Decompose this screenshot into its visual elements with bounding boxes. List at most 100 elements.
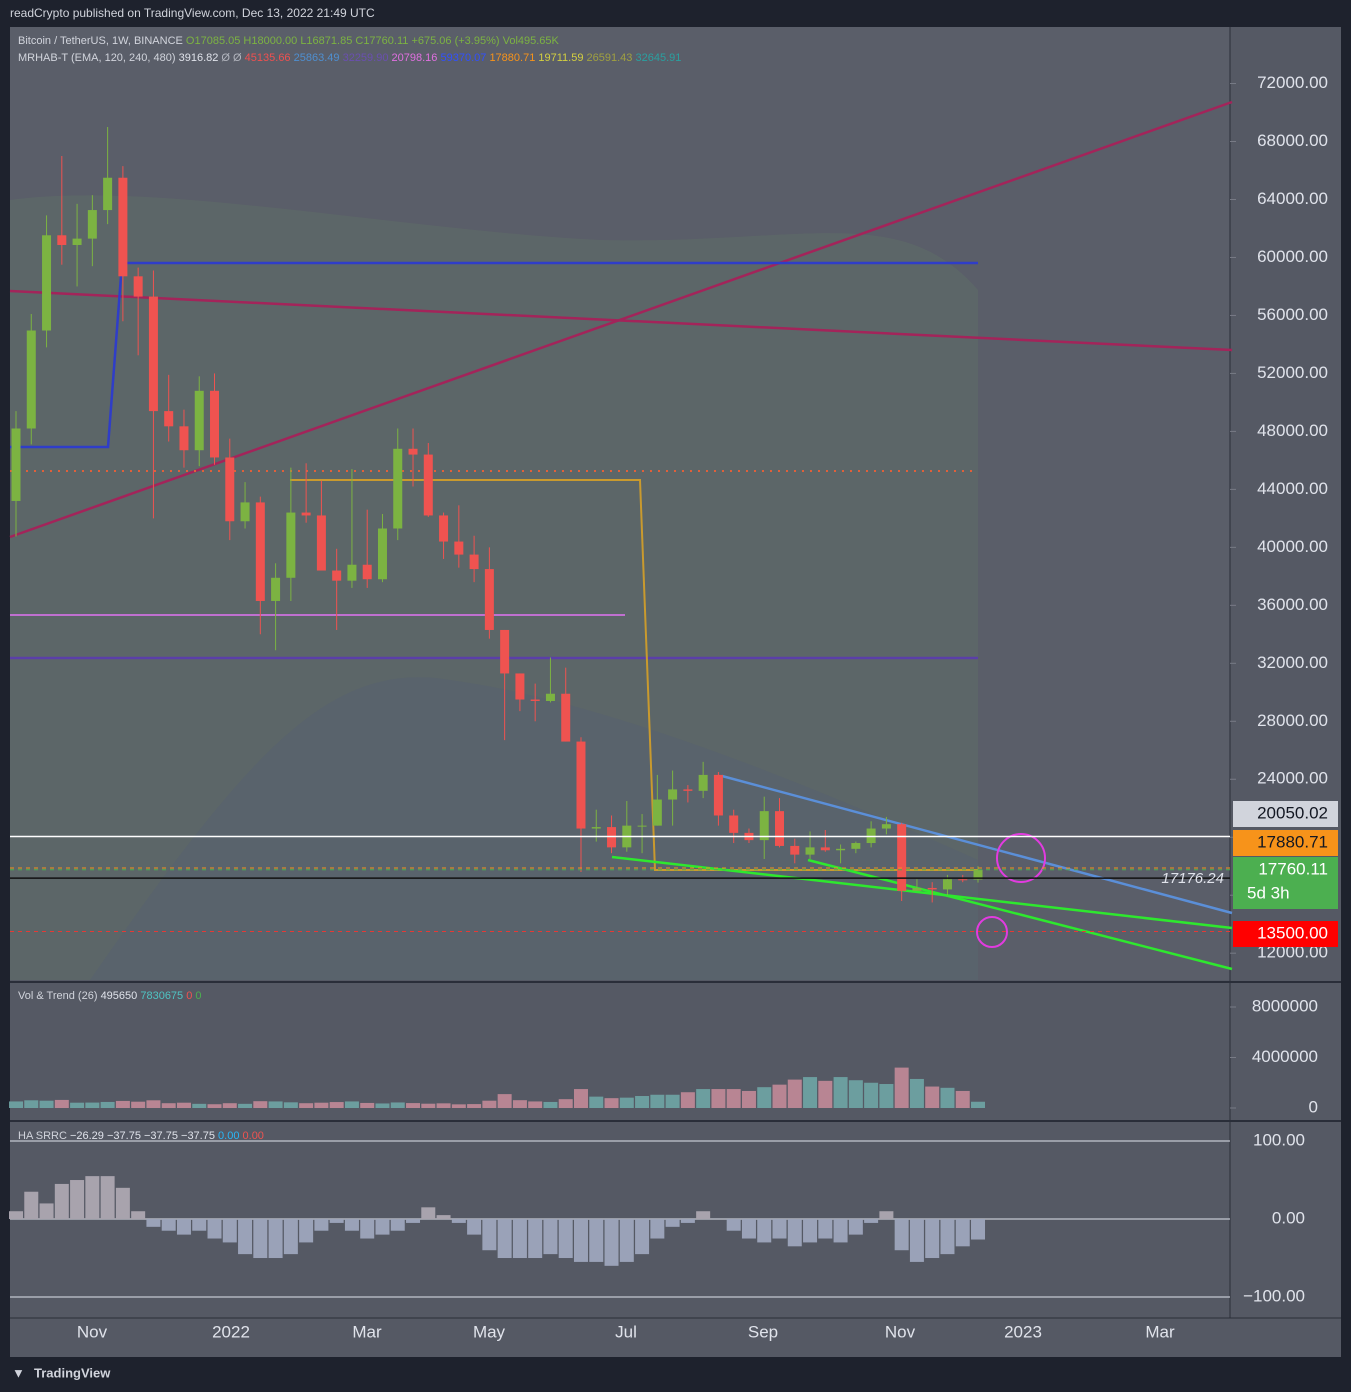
srrc-bar: [879, 1211, 894, 1220]
legend-item: Vol495.65K: [503, 35, 560, 47]
candle-body: [759, 811, 769, 841]
y-tick-label: 24000.00: [1257, 769, 1328, 788]
legend-item: 25863.49: [294, 52, 340, 64]
volume-bar: [711, 1089, 726, 1109]
candle-body: [591, 827, 601, 829]
legend-item: 495650: [101, 990, 138, 1002]
candle-body: [973, 869, 983, 880]
volume-bar: [24, 1100, 39, 1109]
srrc-bar: [375, 1219, 390, 1235]
volume-bar: [894, 1067, 909, 1109]
legend-item: 26591.43: [587, 52, 633, 64]
legend-item: 59370.07: [440, 52, 486, 64]
legend-item: Vol & Trend (26): [18, 990, 98, 1002]
candle-body: [851, 843, 861, 849]
srrc-bar: [680, 1219, 695, 1223]
candle-body: [637, 825, 647, 827]
x-tick-label: Mar: [1145, 1322, 1175, 1341]
volume-bar: [314, 1102, 329, 1109]
candle-body: [805, 847, 815, 855]
y-tick-label: 0: [1309, 1097, 1318, 1116]
srrc-bar: [451, 1219, 466, 1223]
legend-line: HA SRRC −26.29 −37.75 −37.75 −37.75 0.00…: [18, 1130, 264, 1142]
footer: TradingView: [34, 1365, 111, 1380]
srrc-bar: [299, 1219, 314, 1243]
srrc-bar: [268, 1219, 283, 1259]
y-tick-label: 52000.00: [1257, 363, 1328, 382]
srrc-bar: [253, 1219, 268, 1259]
candle-body: [820, 847, 830, 851]
srrc-bar: [543, 1219, 558, 1255]
srrc-bar: [115, 1187, 130, 1220]
publisher: readCrypto published on TradingView.com,…: [10, 6, 375, 20]
srrc-bar: [619, 1219, 634, 1262]
candle-body: [484, 569, 494, 630]
srrc-bar: [70, 1180, 85, 1220]
srrc-bar: [39, 1203, 54, 1220]
x-tick-label: 2023: [1004, 1322, 1042, 1341]
candle-body: [836, 848, 846, 851]
x-tick-label: 2022: [212, 1322, 250, 1341]
step-line: [290, 479, 978, 871]
candle-body: [133, 276, 143, 297]
y-tick-label: 8000000: [1252, 996, 1318, 1015]
volume-bar: [772, 1084, 787, 1109]
candle-body: [26, 330, 36, 429]
legend-item: −37.75: [107, 1130, 141, 1142]
srrc-bar: [85, 1176, 100, 1220]
candle-body: [408, 448, 418, 455]
candle-body: [668, 789, 678, 800]
candle-body: [897, 824, 907, 891]
srrc-bar: [329, 1219, 344, 1223]
volume-bar: [375, 1103, 390, 1109]
srrc-bar: [207, 1219, 222, 1239]
srrc-bar: [497, 1219, 512, 1259]
candle-body: [11, 428, 21, 501]
srrc-bar: [482, 1219, 497, 1251]
candle-body: [316, 515, 326, 571]
legend-item: 32259.90: [343, 52, 389, 64]
volume-bar: [512, 1100, 527, 1109]
volume-bar: [635, 1096, 650, 1109]
srrc-bar: [696, 1211, 711, 1220]
y-tick-label: 68000.00: [1257, 131, 1328, 150]
volume-bar: [848, 1080, 863, 1109]
srrc-bar: [971, 1219, 986, 1240]
y-tick-label: 44000.00: [1257, 479, 1328, 498]
volume-bar: [9, 1101, 23, 1109]
candle-body: [210, 390, 220, 458]
srrc-bar: [146, 1219, 161, 1227]
candle-body: [301, 512, 311, 516]
volume-bar: [344, 1101, 359, 1109]
volume-bar: [955, 1090, 970, 1109]
srrc-bar: [100, 1176, 115, 1220]
volume-bar: [70, 1102, 85, 1109]
candle-body: [240, 502, 250, 522]
srrc-bar: [757, 1219, 772, 1243]
price-label-bg: [1233, 801, 1338, 827]
legend-item: 0: [186, 990, 192, 1002]
srrc-bar: [635, 1219, 650, 1255]
srrc-bar: [726, 1219, 741, 1231]
candle-body: [729, 815, 739, 833]
volume-bar: [680, 1092, 695, 1109]
srrc-bar: [650, 1219, 665, 1239]
y-tick-label: 28000.00: [1257, 711, 1328, 730]
volume-bar: [528, 1101, 543, 1109]
volume-bar: [558, 1099, 573, 1109]
candle-body: [927, 887, 937, 890]
volume-bar: [176, 1102, 191, 1109]
volume-bar: [650, 1094, 665, 1109]
volume-bar: [54, 1099, 69, 1109]
legend-item: H18000.00: [243, 35, 297, 47]
legend-item: Bitcoin / TetherUS, 1W, BINANCE: [18, 35, 183, 47]
volume-bar: [940, 1087, 955, 1109]
level-line: [10, 261, 978, 449]
srrc-bar: [940, 1219, 955, 1255]
srrc-bar: [161, 1219, 176, 1231]
candle-body: [561, 693, 571, 742]
legend-item: Ø: [233, 52, 242, 64]
volume-bar: [925, 1086, 940, 1109]
srrc-bar: [24, 1191, 39, 1220]
price-label-bg: [1233, 921, 1338, 947]
